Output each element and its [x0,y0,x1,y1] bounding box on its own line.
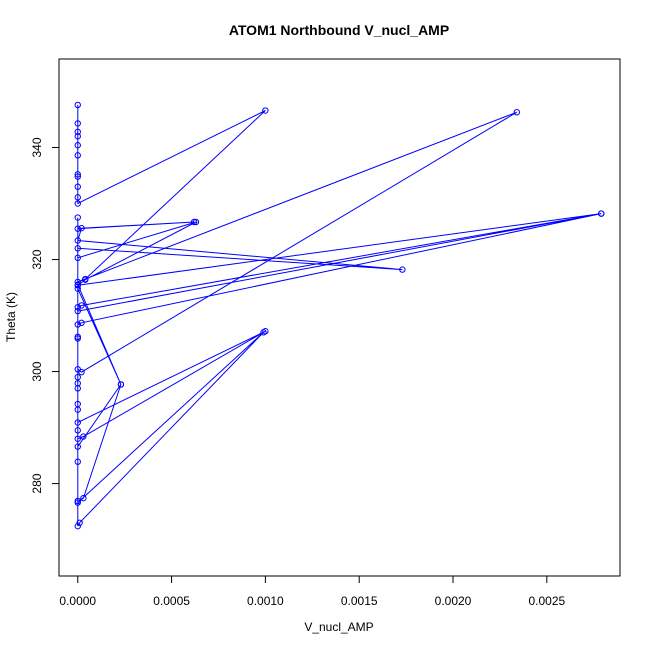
data-point [513,109,521,116]
data-point [74,443,81,450]
data-point [74,285,81,292]
data-point [74,435,81,442]
data-point [80,494,87,502]
series-line [77,104,602,527]
data-point [399,266,406,273]
data-point [82,276,89,283]
data-point [74,200,81,207]
data-point [74,406,81,413]
data-point [74,307,81,315]
data-point [260,329,267,336]
data-point [78,302,85,309]
data-point [190,218,198,226]
x-axis: 0.0000 0.0005 0.0010 0.0015 0.0020 0.0025 [59,575,566,608]
data-point [74,183,81,190]
data-point [74,245,81,252]
data-point [74,522,81,530]
data-point [74,335,81,342]
data-point [74,419,81,426]
y-tick-label: 280 [30,473,44,493]
y-tick-label: 340 [30,137,44,157]
data-point [74,427,81,434]
data-point [74,254,81,262]
x-tick-label: 0.0020 [435,594,472,608]
data-point [74,225,81,232]
x-tick-label: 0.0010 [247,594,284,608]
y-tick-label: 320 [30,249,44,269]
data-point [74,281,81,288]
data-point [598,210,605,217]
data-point [74,366,81,373]
data-point [74,171,81,178]
data-point [78,224,85,232]
data-point [74,497,81,505]
x-tick-label: 0.0015 [341,594,378,608]
y-axis: 280 300 320 340 [30,137,60,494]
data-point [78,319,85,327]
x-tick-label: 0.0005 [153,594,190,608]
x-tick-label: 0.0000 [59,594,96,608]
data-point [262,107,269,114]
data-point [74,128,81,136]
y-tick-label: 300 [30,361,44,381]
data-point [74,173,81,180]
x-axis-label: V_nucl_AMP [304,620,373,634]
data-point [74,321,81,328]
data-point [74,120,81,127]
data-point [74,194,81,201]
data-point [74,101,81,109]
data-point [74,385,81,392]
data-point [74,303,81,311]
data-point [80,433,87,440]
data-point [74,133,81,140]
data-point [74,237,81,244]
data-point [192,218,200,226]
data-point [117,381,125,388]
data-point [74,142,81,149]
x-tick-label: 0.0025 [528,594,565,608]
data-point [74,458,81,465]
data-point [76,519,83,526]
data-point [74,373,81,381]
y-axis-label: Theta (K) [4,292,18,342]
chart-title: ATOM1 Northbound V_nucl_AMP [229,22,449,38]
data-point [74,152,81,159]
data-point [74,214,81,221]
plot-area [74,101,605,530]
data-point [74,278,81,286]
